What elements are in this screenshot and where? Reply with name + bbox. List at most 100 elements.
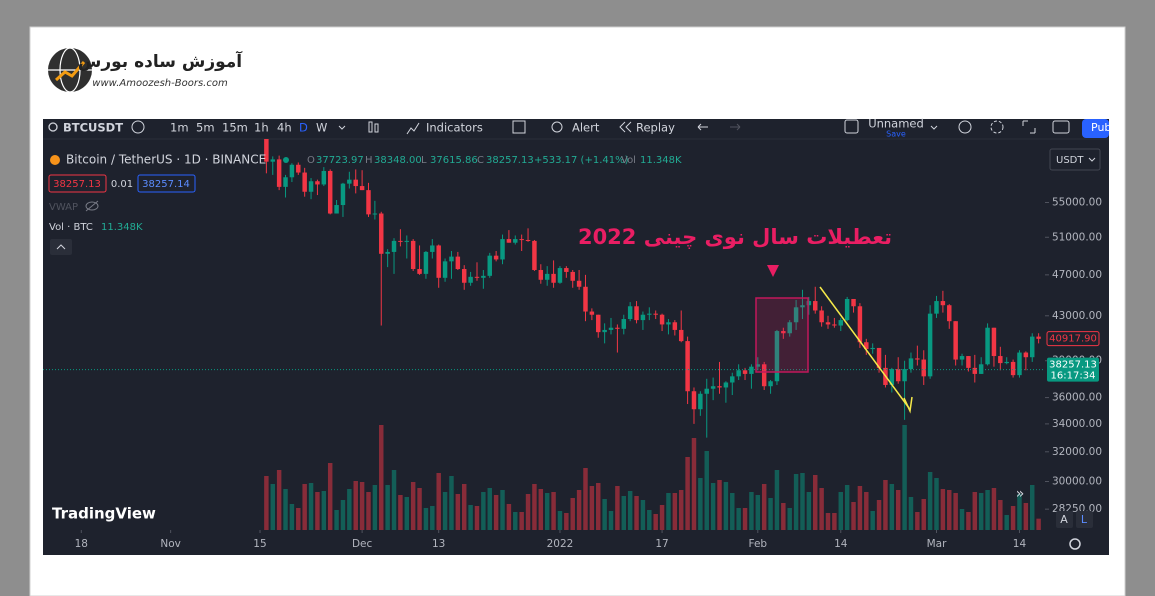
- volume-bar: [947, 490, 952, 530]
- volume-bar: [353, 481, 358, 530]
- settings-button[interactable]: [990, 120, 1004, 134]
- log-scale-button[interactable]: [1076, 511, 1093, 528]
- buy-button[interactable]: [137, 174, 196, 193]
- volume-bar: [736, 508, 741, 530]
- layout-name[interactable]: Unnamed: [868, 117, 924, 131]
- watermark[interactable]: TradingView: [52, 505, 156, 523]
- interval[interactable]: 1m: [170, 121, 189, 135]
- volume-bar: [972, 492, 978, 530]
- layout-button[interactable]: [844, 119, 859, 134]
- candle-body: [372, 213, 378, 215]
- compare-button[interactable]: [131, 120, 145, 134]
- volume-bar: [985, 490, 990, 530]
- undo-button[interactable]: [697, 123, 708, 131]
- x-tick-label: 14: [1013, 538, 1027, 550]
- snapshot-button[interactable]: [1052, 120, 1070, 134]
- symbol[interactable]: BTCUSDT: [63, 121, 123, 135]
- volume-bar: [998, 500, 1003, 530]
- alert-icon[interactable]: [551, 121, 563, 133]
- candle-body: [493, 255, 499, 260]
- volume-bar: [685, 457, 690, 530]
- volume-bar: [270, 484, 275, 530]
- save-label[interactable]: Save: [886, 130, 906, 139]
- volume-bar: [755, 495, 761, 530]
- sell-button[interactable]: [48, 174, 107, 193]
- y-tick-label: 36000.00: [1052, 392, 1102, 404]
- volume-bar: [487, 488, 492, 530]
- price-label-box: [1047, 357, 1099, 382]
- volume-bar: [659, 505, 665, 530]
- candle-body: [800, 305, 805, 308]
- volume-bar: [602, 499, 607, 530]
- publish-label[interactable]: Pub: [1091, 121, 1111, 134]
- candle-body: [742, 370, 748, 374]
- indicators-icon[interactable]: [406, 122, 420, 135]
- templates-button[interactable]: [512, 120, 526, 134]
- volume-bar: [864, 492, 869, 530]
- collapse-icon[interactable]: [56, 244, 66, 250]
- volume-bar: [538, 489, 544, 530]
- candle-body: [978, 364, 984, 374]
- candle-body: [659, 314, 665, 325]
- candle-body: [519, 239, 524, 241]
- interval[interactable]: 1h: [254, 121, 269, 135]
- hide-icon[interactable]: [85, 200, 99, 212]
- volume-bar: [844, 485, 850, 530]
- volume-bar: [576, 490, 582, 530]
- candle-body: [927, 313, 933, 377]
- interval[interactable]: 5m: [196, 121, 215, 135]
- volume-bar: [876, 500, 882, 530]
- scroll-button[interactable]: »: [1016, 486, 1025, 502]
- candle-body: [602, 329, 607, 333]
- search-icon[interactable]: [48, 122, 58, 132]
- interval[interactable]: D: [299, 121, 308, 135]
- volume-bar: [813, 475, 818, 530]
- volume-bar: [385, 485, 390, 530]
- hide-icon[interactable]: [85, 201, 99, 211]
- candle-body: [538, 269, 544, 280]
- indicators-button[interactable]: Indicators: [426, 121, 483, 135]
- chart-type-button[interactable]: [368, 121, 373, 133]
- candle-body: [1017, 352, 1022, 376]
- log-scale-label[interactable]: L: [1081, 513, 1088, 526]
- currency-button[interactable]: [1049, 148, 1101, 171]
- volume-bar: [800, 473, 805, 530]
- chevron[interactable]: [338, 125, 346, 130]
- buy-price[interactable]: 38257.14: [142, 179, 190, 190]
- candle-body: [991, 327, 997, 357]
- chart-type-button[interactable]: [374, 123, 379, 133]
- collapse-button[interactable]: [50, 239, 72, 255]
- volume-bar: [302, 484, 307, 530]
- marker-label-box: [1046, 331, 1100, 347]
- currency[interactable]: USDT: [1056, 155, 1084, 166]
- volume-bar: [934, 478, 939, 530]
- volume-bar: [921, 499, 926, 530]
- chevron[interactable]: [1088, 157, 1096, 162]
- fullscreen-button[interactable]: [1022, 120, 1036, 134]
- volume-bar: [838, 492, 844, 530]
- replay-icon[interactable]: [619, 121, 632, 133]
- candle-body: [755, 364, 761, 367]
- chevron[interactable]: [930, 125, 938, 130]
- publish-button[interactable]: [1082, 119, 1109, 138]
- quick-search[interactable]: [958, 120, 972, 134]
- candle-body: [621, 319, 627, 329]
- auto-scale-label[interactable]: A: [1060, 513, 1068, 526]
- axis-settings[interactable]: [1069, 538, 1081, 550]
- candle-body: [557, 268, 563, 283]
- sell-price[interactable]: 38257.13: [53, 179, 101, 190]
- interval[interactable]: 4h: [277, 121, 292, 135]
- interval[interactable]: W: [316, 121, 327, 135]
- interval[interactable]: 15m: [222, 121, 248, 135]
- auto-scale-button[interactable]: [1056, 511, 1073, 528]
- redo-button[interactable]: [730, 123, 741, 131]
- alert-button[interactable]: Alert: [572, 121, 600, 135]
- x-tick-label: 15: [253, 538, 266, 550]
- logo-arrow: [55, 61, 86, 82]
- replay-button[interactable]: Replay: [636, 121, 675, 135]
- candle-body: [461, 269, 467, 283]
- candle-body: [653, 313, 658, 315]
- candle-body: [347, 179, 352, 184]
- x-tick-label: 14: [834, 538, 848, 550]
